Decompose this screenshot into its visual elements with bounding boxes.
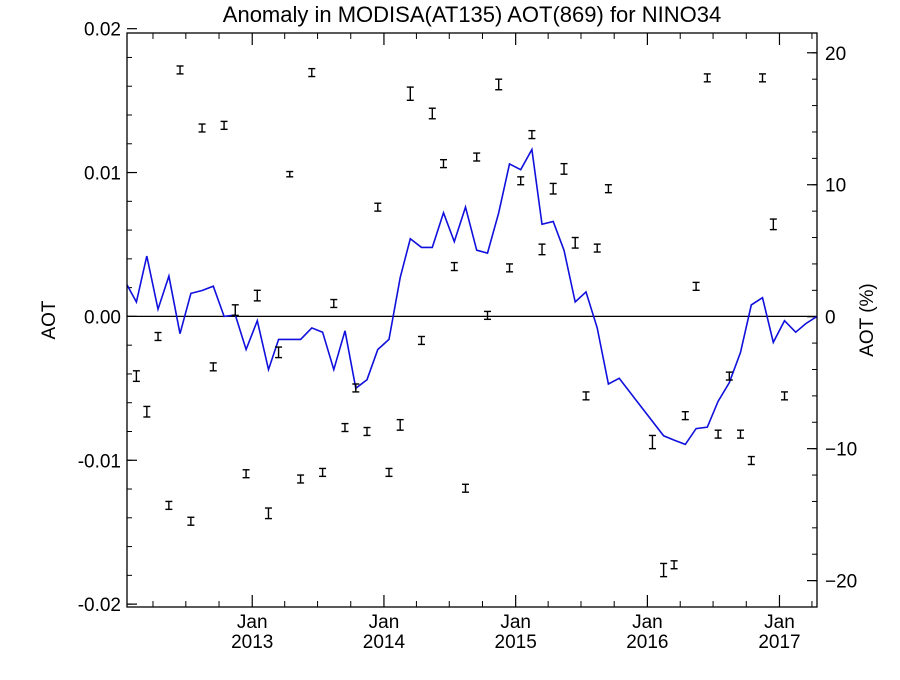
y-tick-label-right: −20 xyxy=(825,572,857,593)
y-tick-label-left: -0.02 xyxy=(78,595,121,616)
y-tick-label-right: 20 xyxy=(825,44,846,65)
series-line xyxy=(126,147,818,446)
x-tick-label-year: 2013 xyxy=(231,632,273,653)
x-tick-label-year: 2014 xyxy=(363,632,406,653)
x-tick-label-month: Jan xyxy=(237,612,268,633)
y-axis-label-right: AOT (%) xyxy=(857,283,878,357)
x-tick-label-year: 2015 xyxy=(495,632,537,653)
y-tick-label-left: 0.02 xyxy=(84,20,121,41)
y-tick-label-right: −10 xyxy=(825,440,857,461)
x-tick-label-month: Jan xyxy=(369,612,400,633)
y-tick-label-left: 0.01 xyxy=(84,164,121,185)
plot-area: 0.020.010.00-0.01-0.0220100−10−20Jan2013… xyxy=(78,20,858,653)
y-tick-label-left: -0.01 xyxy=(78,451,121,472)
x-tick-label-month: Jan xyxy=(764,612,795,633)
x-tick-label-month: Jan xyxy=(500,612,531,633)
plot-frame xyxy=(126,32,818,608)
chart-title: Anomaly in MODISA(AT135) AOT(869) for NI… xyxy=(223,2,721,27)
x-tick-label-month: Jan xyxy=(632,612,663,633)
y-tick-label-right: 10 xyxy=(825,176,846,197)
x-tick-label-year: 2016 xyxy=(626,632,668,653)
y-tick-label-right: 0 xyxy=(825,308,836,329)
y-axis-label-left: AOT xyxy=(39,300,60,339)
x-tick-label-year: 2017 xyxy=(758,632,800,653)
y-tick-label-left: 0.00 xyxy=(84,307,121,328)
